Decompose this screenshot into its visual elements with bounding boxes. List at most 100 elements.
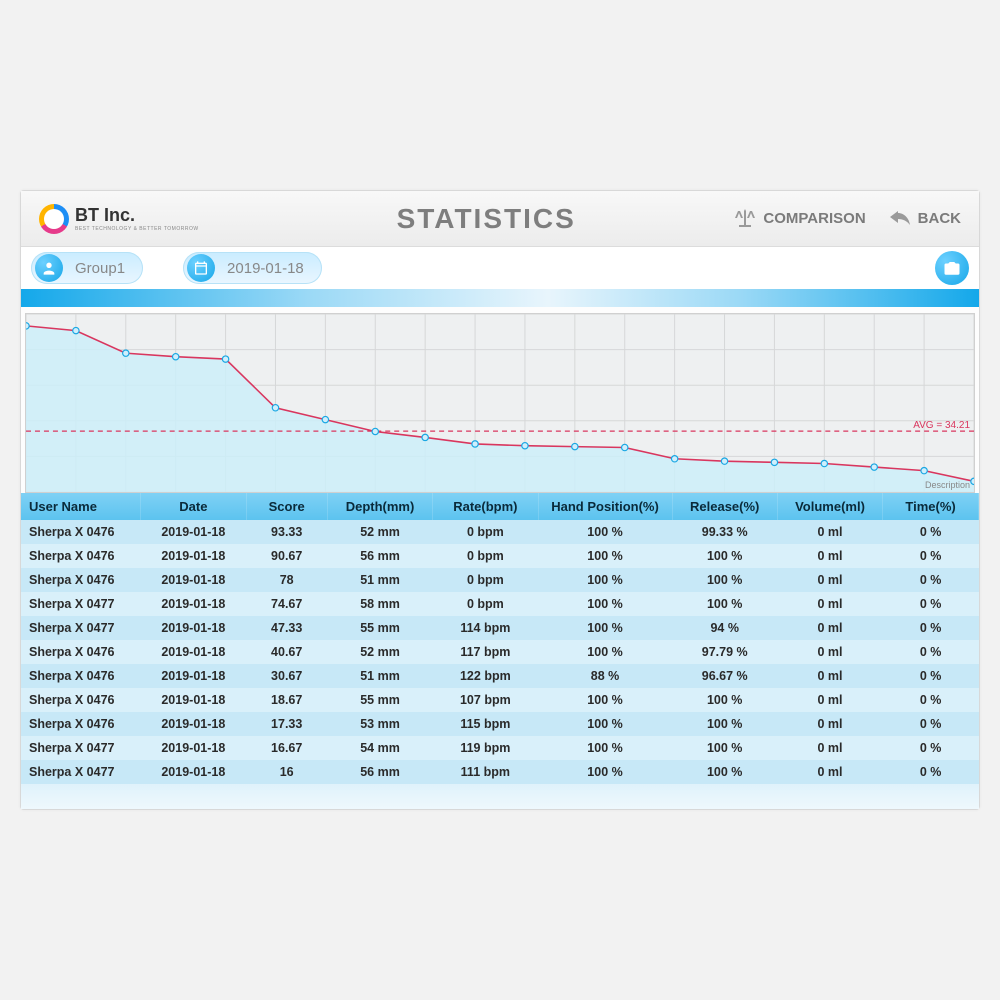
- table-cell: 52 mm: [327, 640, 432, 664]
- table-cell: Sherpa X 0477: [21, 736, 141, 760]
- table-cell: 16.67: [246, 736, 327, 760]
- camera-icon: [943, 259, 961, 277]
- table-cell: 0 ml: [777, 688, 882, 712]
- table-cell: 2019-01-18: [141, 592, 246, 616]
- col-header[interactable]: Release(%): [672, 493, 777, 520]
- table-cell: 51 mm: [327, 568, 432, 592]
- table-cell: 100 %: [538, 640, 672, 664]
- table-row[interactable]: Sherpa X 04772019-01-181656 mm111 bpm 100…: [21, 760, 979, 784]
- table-row[interactable]: Sherpa X 04762019-01-1893.3352 mm0 bpm10…: [21, 520, 979, 544]
- table-cell: 100 %: [538, 712, 672, 736]
- table-cell: 100 %: [672, 544, 777, 568]
- table-cell: 16: [246, 760, 327, 784]
- description-label: Description: [925, 480, 970, 490]
- table-cell: 47.33: [246, 616, 327, 640]
- table-cell: 0 %: [883, 616, 979, 640]
- comparison-button[interactable]: COMPARISON: [733, 207, 865, 231]
- table-cell: 100 %: [672, 688, 777, 712]
- back-button[interactable]: BACK: [888, 207, 961, 231]
- group-filter[interactable]: Group1: [31, 252, 143, 284]
- table-cell: 0 %: [883, 736, 979, 760]
- table-cell: 2019-01-18: [141, 760, 246, 784]
- table-cell: 114 bpm: [433, 616, 538, 640]
- table-cell: 111 bpm: [433, 760, 538, 784]
- table-cell: 107 bpm: [433, 688, 538, 712]
- table-cell: 88 %: [538, 664, 672, 688]
- table-cell: 0 ml: [777, 664, 882, 688]
- table-cell: 2019-01-18: [141, 640, 246, 664]
- statistics-panel: BT Inc. BEST TECHNOLOGY & BETTER TOMORRO…: [20, 190, 980, 810]
- comparison-label: COMPARISON: [763, 210, 865, 227]
- col-header[interactable]: Score: [246, 493, 327, 520]
- table-cell: 100 %: [672, 592, 777, 616]
- table-row[interactable]: Sherpa X 04762019-01-1817.3353 mm115 bpm…: [21, 712, 979, 736]
- col-header[interactable]: User Name: [21, 493, 141, 520]
- table-cell: 18.67: [246, 688, 327, 712]
- col-header[interactable]: Volume(ml): [777, 493, 882, 520]
- accent-strip: [21, 289, 979, 307]
- col-header[interactable]: Depth(mm): [327, 493, 432, 520]
- table-cell: 51 mm: [327, 664, 432, 688]
- table-cell: 100 %: [538, 544, 672, 568]
- table-cell: 0 %: [883, 712, 979, 736]
- group-icon: [35, 254, 63, 282]
- table-cell: 100 %: [538, 616, 672, 640]
- table-cell: Sherpa X 0477: [21, 760, 141, 784]
- table-cell: Sherpa X 0476: [21, 544, 141, 568]
- table-row[interactable]: Sherpa X 04772019-01-1816.6754 mm119 bpm…: [21, 736, 979, 760]
- col-header[interactable]: Time(%): [883, 493, 979, 520]
- table-cell: 100 %: [672, 760, 777, 784]
- table-cell: 0 ml: [777, 616, 882, 640]
- calendar-icon: [187, 254, 215, 282]
- table-row[interactable]: Sherpa X 04772019-01-1847.3355 mm114 bpm…: [21, 616, 979, 640]
- table-cell: 0 %: [883, 688, 979, 712]
- col-header[interactable]: Date: [141, 493, 246, 520]
- table-cell: 2019-01-18: [141, 616, 246, 640]
- table-cell: 0 bpm: [433, 544, 538, 568]
- col-header[interactable]: Hand Position(%): [538, 493, 672, 520]
- table-row[interactable]: Sherpa X 04772019-01-1874.6758 mm0 bpm10…: [21, 592, 979, 616]
- table-cell: 2019-01-18: [141, 664, 246, 688]
- col-header[interactable]: Rate(bpm): [433, 493, 538, 520]
- table-cell: 0 %: [883, 664, 979, 688]
- table-cell: 40.67: [246, 640, 327, 664]
- table-row[interactable]: Sherpa X 04762019-01-187851 mm0 bpm100 %…: [21, 568, 979, 592]
- logo-icon: [39, 204, 69, 234]
- table-row[interactable]: Sherpa X 04762019-01-1840.6752 mm117 bpm…: [21, 640, 979, 664]
- group-label: Group1: [67, 260, 125, 277]
- page-title: STATISTICS: [239, 203, 733, 235]
- table-cell: 94 %: [672, 616, 777, 640]
- table-cell: 93.33: [246, 520, 327, 544]
- table-cell: 0 ml: [777, 592, 882, 616]
- table-cell: 0 ml: [777, 520, 882, 544]
- table-cell: 122 bpm: [433, 664, 538, 688]
- table-cell: 56 mm: [327, 760, 432, 784]
- table-cell: 0 bpm: [433, 592, 538, 616]
- table-cell: 115 bpm: [433, 712, 538, 736]
- table-cell: 0 ml: [777, 640, 882, 664]
- table-cell: 52 mm: [327, 520, 432, 544]
- table-cell: 74.67: [246, 592, 327, 616]
- date-filter[interactable]: 2019-01-18: [183, 252, 322, 284]
- table-cell: Sherpa X 0477: [21, 616, 141, 640]
- table-row[interactable]: Sherpa X 04762019-01-1830.6751 mm122 bpm…: [21, 664, 979, 688]
- table-cell: 0 %: [883, 640, 979, 664]
- screenshot-button[interactable]: [935, 251, 969, 285]
- table-row[interactable]: Sherpa X 04762019-01-1890.6756 mm0 bpm10…: [21, 544, 979, 568]
- table-cell: 2019-01-18: [141, 544, 246, 568]
- back-arrow-icon: [888, 207, 912, 231]
- score-chart: AVG = 34.21 Description: [25, 313, 975, 493]
- table-cell: 0 bpm: [433, 568, 538, 592]
- table-cell: 0 %: [883, 760, 979, 784]
- table-cell: 100 %: [672, 712, 777, 736]
- logo-text: BT Inc.: [75, 205, 199, 226]
- table-cell: 100 %: [672, 568, 777, 592]
- table-cell: 119 bpm: [433, 736, 538, 760]
- back-label: BACK: [918, 210, 961, 227]
- table-row[interactable]: Sherpa X 04762019-01-1818.6755 mm107 bpm…: [21, 688, 979, 712]
- table-cell: 0 %: [883, 544, 979, 568]
- table-header-row: User NameDateScoreDepth(mm)Rate(bpm)Hand…: [21, 493, 979, 520]
- results-table-wrap: User NameDateScoreDepth(mm)Rate(bpm)Hand…: [21, 493, 979, 809]
- table-cell: 0 ml: [777, 736, 882, 760]
- table-cell: 100 %: [538, 688, 672, 712]
